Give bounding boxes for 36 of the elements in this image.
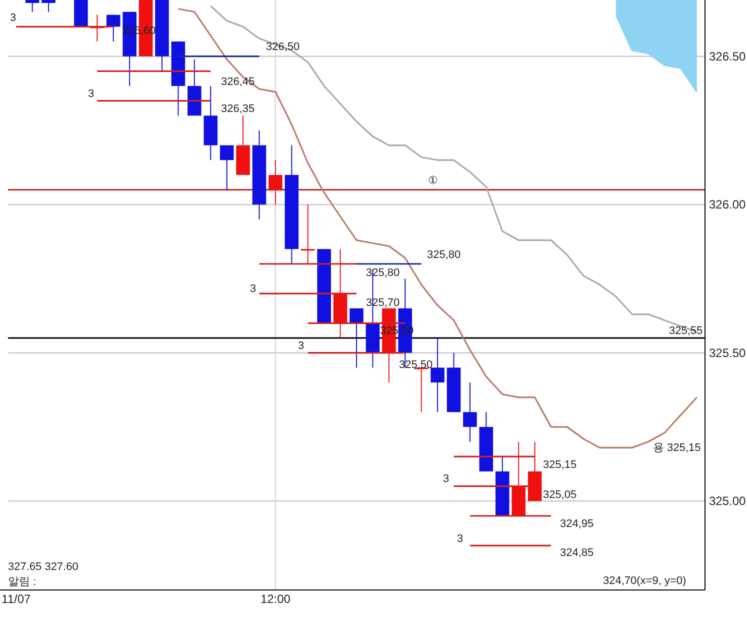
candlestick: [300, 204, 315, 264]
annotation: 3: [457, 533, 464, 545]
annotation: 325,15: [543, 459, 577, 471]
annotation: 3: [443, 473, 450, 485]
annotation: 알림 :: [8, 576, 36, 588]
y-tick-label: 325.50: [709, 346, 746, 360]
candlestick: [25, 0, 40, 12]
annotation: 3: [250, 283, 256, 295]
annotation: 325,60: [380, 325, 414, 337]
y-tick-label: 326.00: [709, 198, 746, 212]
annotation: 326,35: [221, 103, 255, 115]
annotation: 326,50: [266, 41, 300, 53]
annotation: 용 325,15: [653, 442, 701, 454]
annotation: 324,95: [560, 518, 594, 530]
candlestick: [220, 144, 234, 190]
candlestick: [106, 14, 120, 42]
y-tick-label: 325.00: [709, 494, 746, 508]
annotation: 3: [298, 340, 304, 352]
annotation: 325,55: [669, 325, 703, 337]
candlestick: [350, 308, 364, 368]
annotation: 324,70(x=9, y=0): [603, 575, 686, 587]
annotation: 3: [10, 12, 16, 24]
annotation: 324,85: [560, 547, 594, 559]
annotation: 325,80: [427, 249, 461, 261]
annotation: 327.65 327.60: [8, 561, 78, 573]
annotation: 325,05: [543, 489, 577, 501]
annotation: 326,60: [122, 25, 156, 37]
annotation: 3: [88, 88, 94, 100]
candlestick: [463, 382, 477, 442]
candlestick: [268, 160, 282, 206]
y-tick-label: 326.50: [709, 49, 746, 64]
annotation: ①: [428, 175, 438, 187]
candlestick: [430, 337, 444, 413]
x-tick-label: 12:00: [260, 592, 291, 606]
candlestick: [42, 0, 56, 12]
x-tick-label: 11/07: [2, 592, 31, 606]
